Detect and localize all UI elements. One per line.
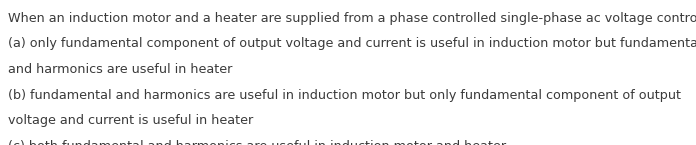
Text: (b) fundamental and harmonics are useful in induction motor but only fundamental: (b) fundamental and harmonics are useful… — [8, 89, 681, 102]
Text: When an induction motor and a heater are supplied from a phase controlled single: When an induction motor and a heater are… — [8, 12, 696, 25]
Text: (a) only fundamental component of output voltage and current is useful in induct: (a) only fundamental component of output… — [8, 37, 696, 50]
Text: voltage and current is useful in heater: voltage and current is useful in heater — [8, 114, 253, 127]
Text: (c) both fundamental and harmonics are useful in induction motor and heater: (c) both fundamental and harmonics are u… — [8, 140, 506, 145]
Text: and harmonics are useful in heater: and harmonics are useful in heater — [8, 63, 232, 76]
